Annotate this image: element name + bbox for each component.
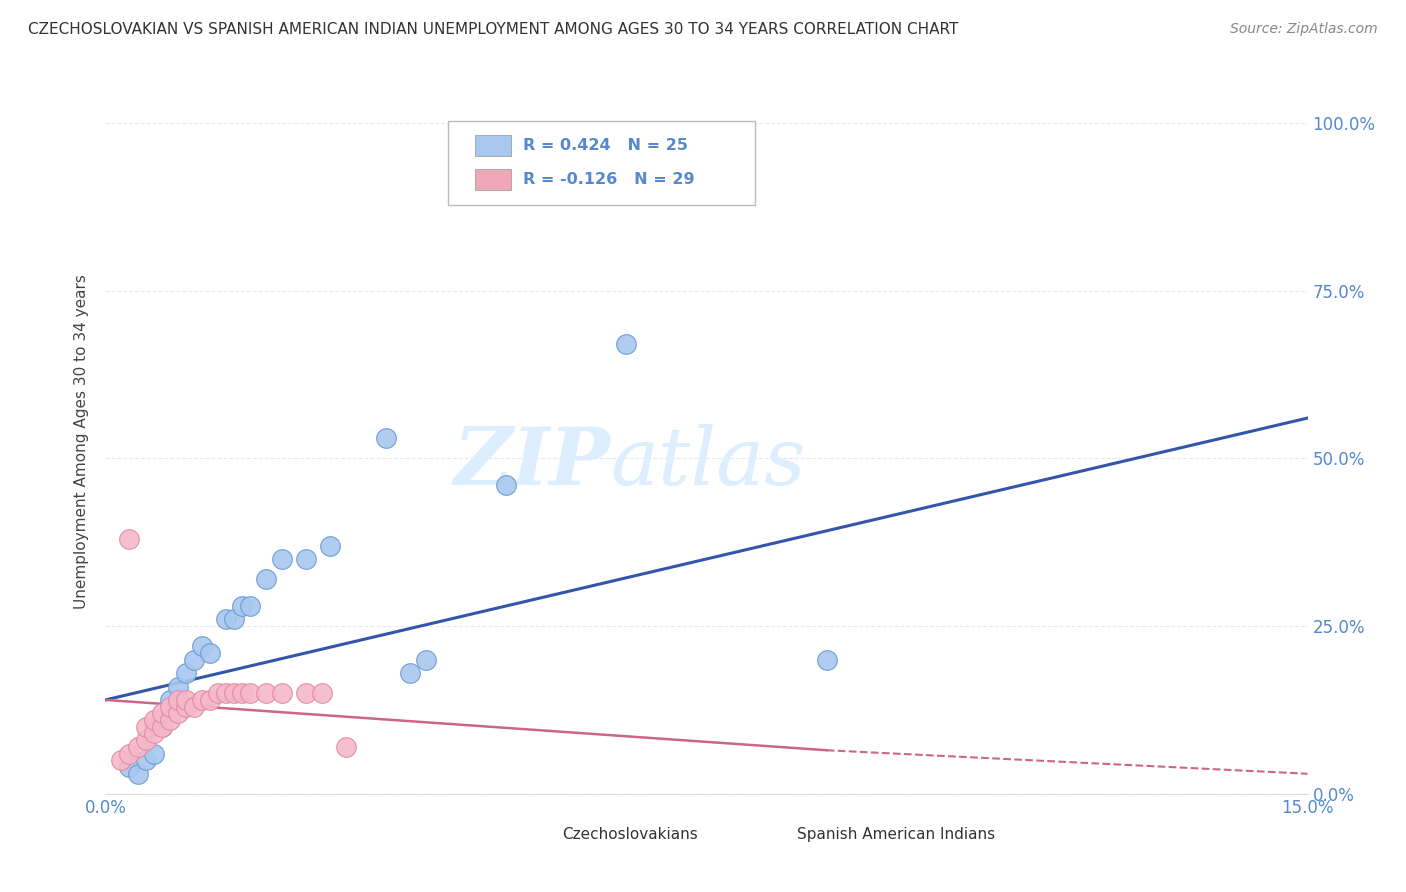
Point	[166, 706, 188, 721]
Point	[231, 686, 253, 700]
Point	[415, 653, 437, 667]
Text: ZIP: ZIP	[454, 424, 610, 501]
Point	[335, 739, 357, 754]
Point	[190, 693, 212, 707]
Text: Spanish American Indians: Spanish American Indians	[797, 827, 995, 841]
Point	[198, 693, 221, 707]
Point	[190, 639, 212, 653]
Point	[319, 539, 342, 553]
Point	[399, 666, 422, 681]
Point	[254, 686, 277, 700]
Point	[174, 699, 197, 714]
Point	[150, 706, 173, 721]
Point	[207, 686, 229, 700]
Point	[311, 686, 333, 700]
FancyBboxPatch shape	[449, 121, 755, 205]
Point	[495, 478, 517, 492]
Point	[222, 612, 245, 626]
Point	[166, 680, 188, 694]
Point	[159, 713, 181, 727]
Text: atlas: atlas	[610, 424, 806, 501]
Point	[183, 653, 205, 667]
Point	[295, 686, 318, 700]
Point	[231, 599, 253, 613]
Point	[150, 720, 173, 734]
Point	[270, 686, 292, 700]
Point	[159, 693, 181, 707]
Point	[198, 646, 221, 660]
Point	[118, 532, 141, 546]
Bar	[526, 823, 553, 845]
Point	[135, 720, 157, 734]
Point	[239, 686, 262, 700]
Point	[183, 699, 205, 714]
Point	[135, 753, 157, 767]
Text: CZECHOSLOVAKIAN VS SPANISH AMERICAN INDIAN UNEMPLOYMENT AMONG AGES 30 TO 34 YEAR: CZECHOSLOVAKIAN VS SPANISH AMERICAN INDI…	[28, 22, 959, 37]
Point	[214, 612, 236, 626]
Bar	[474, 169, 510, 190]
Point	[815, 653, 838, 667]
Point	[159, 699, 181, 714]
Point	[374, 431, 398, 445]
Point	[127, 739, 149, 754]
Text: R = -0.126   N = 29: R = -0.126 N = 29	[523, 172, 695, 187]
Text: R = 0.424   N = 25: R = 0.424 N = 25	[523, 138, 688, 153]
Bar	[761, 823, 787, 845]
Text: Source: ZipAtlas.com: Source: ZipAtlas.com	[1230, 22, 1378, 37]
Point	[127, 766, 149, 780]
Point	[174, 666, 197, 681]
Point	[254, 572, 277, 586]
Text: Czechoslovakians: Czechoslovakians	[562, 827, 697, 841]
Point	[295, 552, 318, 566]
Bar	[474, 135, 510, 156]
Point	[118, 747, 141, 761]
Point	[239, 599, 262, 613]
Point	[270, 552, 292, 566]
Y-axis label: Unemployment Among Ages 30 to 34 years: Unemployment Among Ages 30 to 34 years	[75, 274, 90, 609]
Point	[166, 693, 188, 707]
Point	[142, 726, 165, 740]
Point	[616, 337, 638, 351]
Point	[135, 733, 157, 747]
Point	[150, 720, 173, 734]
Point	[110, 753, 132, 767]
Point	[214, 686, 236, 700]
Point	[222, 686, 245, 700]
Point	[142, 747, 165, 761]
Point	[142, 713, 165, 727]
Point	[118, 760, 141, 774]
Point	[174, 693, 197, 707]
